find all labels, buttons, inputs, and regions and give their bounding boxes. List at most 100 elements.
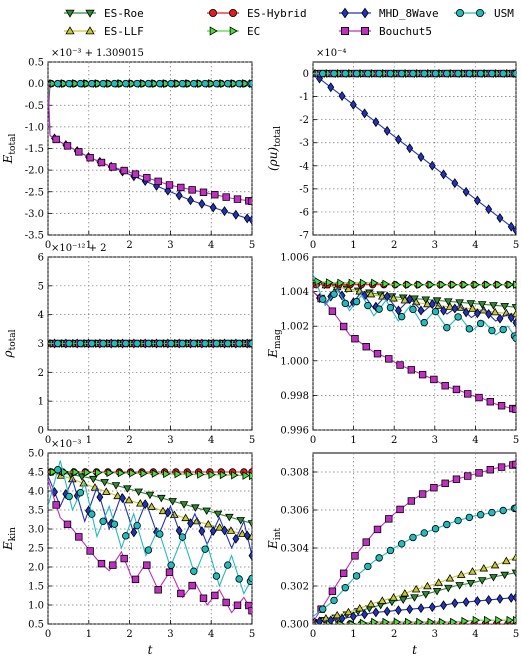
data-point [438,617,447,624]
data-point [476,69,485,78]
data-point [123,485,132,493]
data-point [242,471,250,480]
data-point [396,505,404,514]
series-mhd_8wave [48,475,252,561]
y-axis-label: ρtotal [1,329,18,358]
data-point [383,125,391,136]
data-point [99,79,107,88]
data-point [157,494,166,503]
data-point [409,69,417,78]
data-point [421,591,431,599]
y-tick-label: -5 [299,184,309,195]
data-point [416,617,424,624]
data-point [434,578,444,586]
data-point [489,302,498,310]
data-point [129,468,137,478]
data-point [507,312,515,323]
data-point [122,339,130,348]
data-point [156,79,164,88]
data-point [187,195,194,206]
data-point [362,538,370,546]
legend-entry-es-roe: ES-Roe [64,7,144,20]
data-point [337,619,345,624]
data-point [396,361,404,369]
data-point [443,69,451,78]
data-point [339,322,348,331]
data-point [512,615,516,624]
data-point [406,143,414,154]
data-point [361,108,369,119]
y-tick-label: -1.5 [25,144,44,155]
data-point [109,561,117,569]
y-axis-label: Ekin [1,527,18,551]
legend-entry-es-hybrid: ES-Hybrid [207,7,307,20]
data-point [512,592,516,603]
x-tick-label: 4 [208,240,214,251]
data-point [235,339,243,348]
data-point [375,69,383,78]
data-point [344,607,353,616]
y-tick-label: 1.000 [280,356,309,367]
data-point [199,594,208,602]
series-group [48,460,252,615]
data-point [394,134,402,145]
series-line [313,73,516,231]
data-point [405,280,413,290]
legend-entry-mhd_8wave: MHD_8Wave [339,7,439,20]
data-point [65,79,73,88]
data-point [248,550,252,561]
y-tick-label: -2 [299,115,309,126]
data-point [201,79,209,88]
data-point [65,339,73,348]
y-tick-label: -1 [299,92,309,103]
data-point [375,554,383,562]
data-point [394,305,402,316]
data-point [495,615,503,624]
data-point [511,569,516,578]
x-axis-label: t [148,643,153,657]
data-point [120,554,128,563]
data-point [364,562,372,571]
data-point [499,506,507,515]
data-point [330,69,338,78]
data-point [76,79,85,88]
data-point [178,533,187,541]
data-point [486,398,494,406]
data-point [373,525,382,534]
data-point [500,571,510,580]
legend-marker-right [228,8,237,17]
series-mhd_8wave [313,73,516,235]
legend-label: ES-LLF [104,25,144,38]
legend-marker-left [65,26,75,35]
data-point [400,588,410,597]
legend-label: ES-Hybrid [247,7,307,20]
panel-4: 0 1 2 3 4 5 1.006 1.004 1.002 1.000 0.998 0.996 Emag [266,253,519,447]
data-point [330,290,338,298]
data-point [373,349,382,358]
data-point [440,169,448,180]
y-tick-label: -3.0 [25,209,44,220]
data-point [475,469,483,477]
data-point [197,470,205,479]
data-point [394,605,402,616]
y-tick-label: 0.996 [280,426,309,437]
data-point [120,166,128,175]
data-point [423,581,432,590]
data-point [178,339,187,348]
x-tick-label: 1 [350,240,356,251]
data-point [385,355,393,363]
data-point [406,604,414,615]
data-point [190,339,198,348]
y-tick-label: -3.5 [25,231,44,242]
y-tick-label: -1.0 [25,122,44,133]
data-point [63,520,72,529]
data-point [382,617,390,624]
data-point [131,170,140,178]
data-point [224,79,232,88]
data-point [472,615,481,624]
data-point [134,488,143,497]
data-point [133,339,141,348]
legend-marker-right [229,26,238,36]
data-point [382,279,390,289]
